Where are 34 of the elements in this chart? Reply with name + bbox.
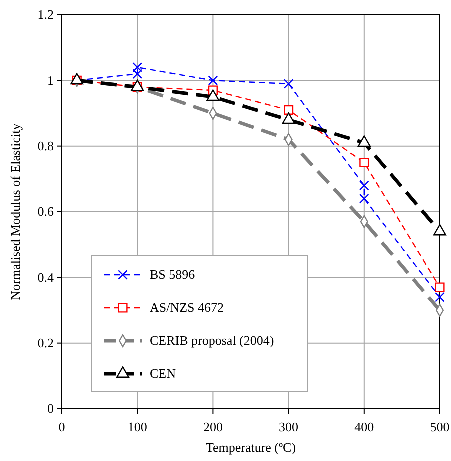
point bbox=[284, 105, 294, 115]
point bbox=[132, 69, 142, 79]
x-tick-label: 0 bbox=[58, 419, 66, 434]
y-axis-title: Normalised Modulus of Elasticity bbox=[8, 123, 23, 300]
x-axis-title: Temperature (ºC) bbox=[206, 440, 296, 455]
y-tick-label: 1.2 bbox=[38, 7, 54, 22]
point bbox=[70, 73, 84, 85]
point bbox=[132, 62, 142, 72]
point bbox=[206, 90, 220, 102]
point bbox=[208, 76, 218, 86]
y-tick-label: 0.8 bbox=[38, 138, 54, 154]
legend-label: CERIB proposal (2004) bbox=[150, 333, 274, 348]
x-tick-label: 200 bbox=[203, 419, 223, 434]
y-tick-label: 0 bbox=[48, 401, 54, 416]
legend-label: AS/NZS 4672 bbox=[150, 300, 224, 315]
point bbox=[360, 158, 370, 168]
point bbox=[284, 79, 294, 89]
x-tick-label: 500 bbox=[430, 419, 450, 434]
y-tick-label: 0.2 bbox=[38, 335, 54, 350]
legend-label: BS 5896 bbox=[150, 267, 196, 282]
point bbox=[360, 194, 370, 204]
point bbox=[360, 180, 370, 191]
legend-label: CEN bbox=[150, 366, 177, 381]
point bbox=[282, 112, 296, 124]
y-tick-label: 1 bbox=[48, 72, 54, 88]
point bbox=[435, 282, 445, 292]
x-tick-label: 300 bbox=[279, 419, 299, 434]
point bbox=[358, 136, 371, 148]
y-tick-label: 0.4 bbox=[38, 270, 54, 285]
x-tick-label: 100 bbox=[128, 419, 148, 434]
point bbox=[435, 292, 445, 302]
y-tick-label: 0.6 bbox=[38, 204, 54, 220]
point bbox=[131, 80, 144, 92]
x-tick-label: 400 bbox=[354, 419, 374, 434]
